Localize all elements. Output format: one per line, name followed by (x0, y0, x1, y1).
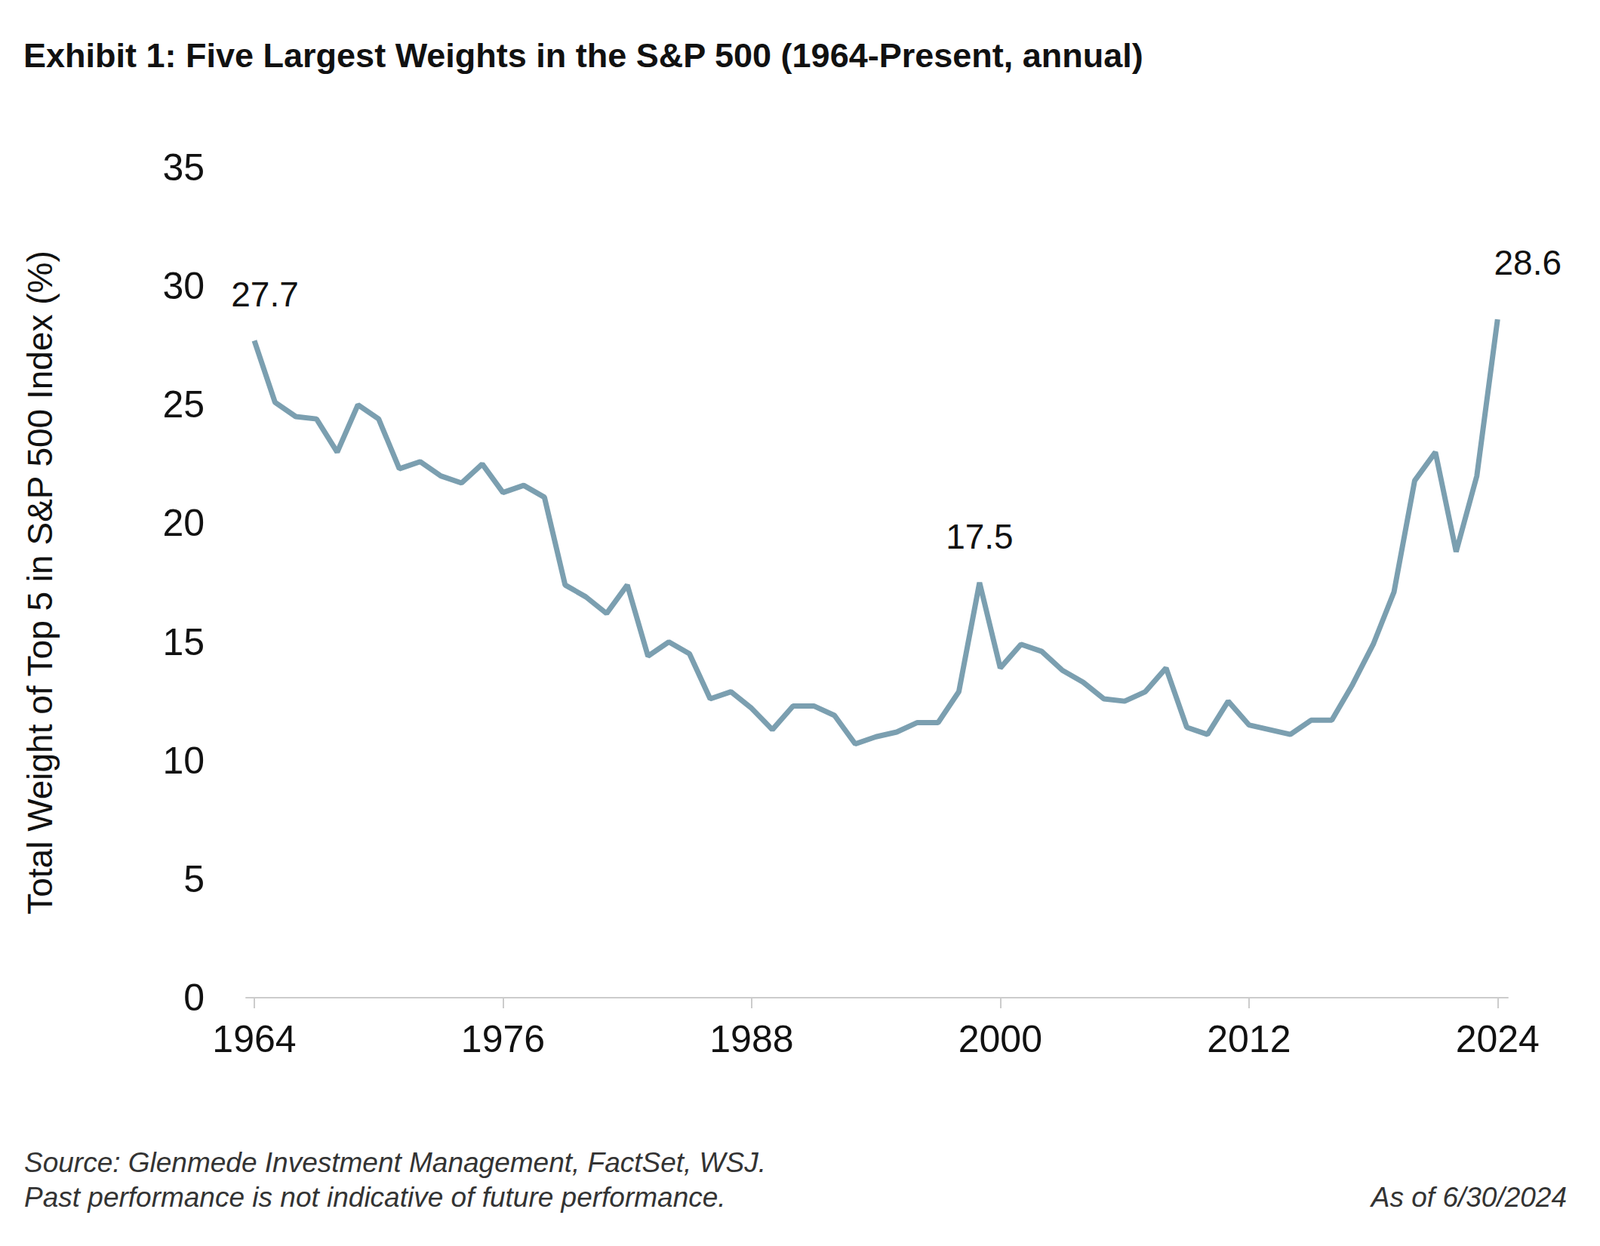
svg-text:As of 6/30/2024: As of 6/30/2024 (1369, 1181, 1567, 1213)
svg-text:1976: 1976 (461, 1018, 545, 1061)
svg-text:35: 35 (162, 146, 205, 189)
svg-text:1988: 1988 (709, 1018, 794, 1061)
svg-text:Exhibit 1: Five Largest Weight: Exhibit 1: Five Largest Weights in the S… (23, 36, 1144, 75)
svg-text:17.5: 17.5 (945, 516, 1014, 557)
svg-text:20: 20 (162, 501, 205, 545)
svg-text:15: 15 (162, 621, 205, 664)
svg-text:27.7: 27.7 (230, 274, 299, 314)
svg-text:2012: 2012 (1206, 1018, 1291, 1061)
svg-text:30: 30 (162, 264, 205, 308)
svg-text:10: 10 (162, 739, 205, 782)
svg-text:2000: 2000 (958, 1018, 1043, 1061)
svg-text:1964: 1964 (212, 1018, 296, 1061)
svg-text:5: 5 (183, 858, 205, 901)
svg-text:Source: Glenmede Investment Ma: Source: Glenmede Investment Management, … (24, 1147, 767, 1179)
svg-text:28.6: 28.6 (1494, 243, 1563, 283)
svg-text:25: 25 (162, 383, 205, 426)
svg-text:Past performance is not indica: Past performance is not indicative of fu… (24, 1181, 727, 1213)
svg-text:Total Weight of Top 5 in S&P 5: Total Weight of Top 5 in S&P 500 Index (… (20, 250, 60, 915)
svg-text:0: 0 (183, 976, 205, 1019)
svg-text:2024: 2024 (1455, 1018, 1540, 1061)
